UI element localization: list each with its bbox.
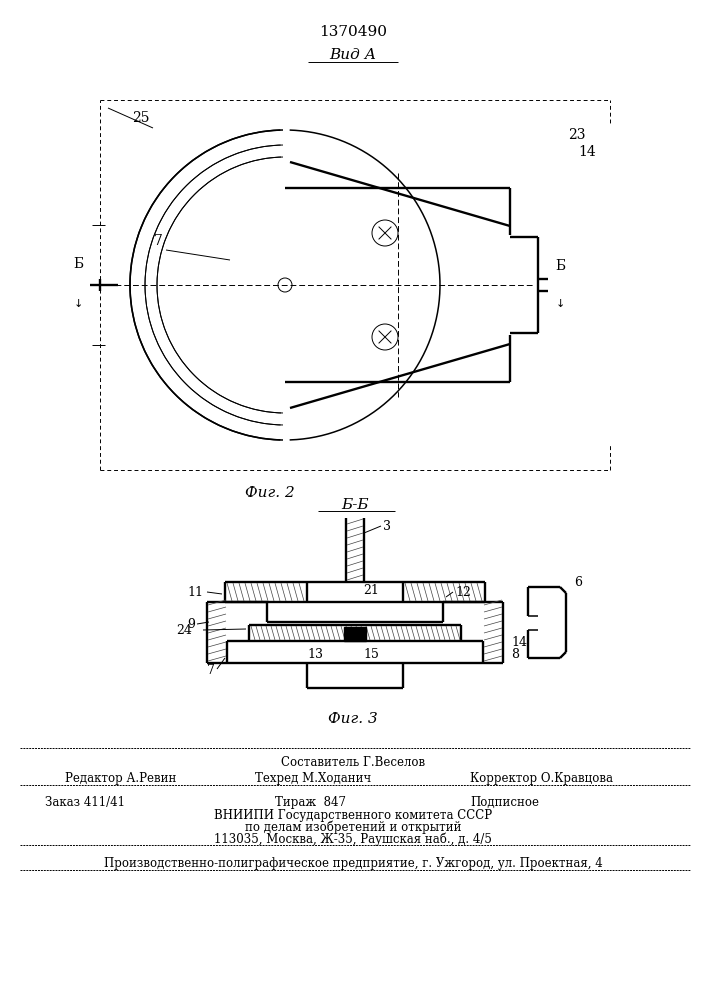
Text: Тираж  847: Тираж 847 — [275, 796, 346, 809]
Text: Вид А: Вид А — [329, 48, 377, 62]
Text: Составитель Г.Веселов: Составитель Г.Веселов — [281, 756, 425, 769]
Text: Редактор А.Ревин: Редактор А.Ревин — [65, 772, 176, 785]
Text: 14: 14 — [578, 145, 596, 159]
Text: Производственно-полиграфическое предприятие, г. Ужгород, ул. Проектная, 4: Производственно-полиграфическое предприя… — [104, 857, 602, 870]
Text: Б: Б — [73, 257, 83, 271]
Text: 13: 13 — [307, 648, 323, 662]
Text: 9: 9 — [187, 617, 195, 631]
Text: 7: 7 — [154, 234, 163, 248]
Text: 12: 12 — [455, 585, 471, 598]
Bar — [283, 125, 668, 445]
Text: Заказ 411/41: Заказ 411/41 — [45, 796, 125, 809]
Text: Б: Б — [555, 259, 565, 273]
Text: Техред М.Ходанич: Техред М.Ходанич — [255, 772, 371, 785]
Text: 1370490: 1370490 — [319, 25, 387, 39]
Text: ↓: ↓ — [555, 299, 565, 309]
Text: ↓: ↓ — [74, 299, 83, 309]
Text: Фиг. 2: Фиг. 2 — [245, 486, 295, 500]
Text: 8: 8 — [511, 648, 519, 662]
Text: 15: 15 — [363, 648, 379, 662]
Text: Подписное: Подписное — [470, 796, 539, 809]
Text: Фиг. 3: Фиг. 3 — [328, 712, 378, 726]
Text: Корректор О.Кравцова: Корректор О.Кравцова — [470, 772, 613, 785]
Text: 7: 7 — [207, 664, 215, 678]
Text: 11: 11 — [187, 585, 203, 598]
Text: Б-Б: Б-Б — [341, 498, 369, 512]
Text: 24: 24 — [176, 624, 192, 637]
Text: 23: 23 — [568, 128, 585, 142]
Text: 14: 14 — [511, 637, 527, 650]
Text: 3: 3 — [383, 520, 391, 532]
Bar — [344, 627, 366, 641]
Text: 25: 25 — [132, 111, 150, 125]
Text: по делам изобретений и открытий: по делам изобретений и открытий — [245, 821, 461, 834]
Text: 113035, Москва, Ж-35, Раушская наб., д. 4/5: 113035, Москва, Ж-35, Раушская наб., д. … — [214, 833, 492, 846]
Text: 21: 21 — [363, 584, 379, 596]
Text: ВНИИПИ Государственного комитета СССР: ВНИИПИ Государственного комитета СССР — [214, 809, 492, 822]
Text: 6: 6 — [574, 576, 582, 588]
